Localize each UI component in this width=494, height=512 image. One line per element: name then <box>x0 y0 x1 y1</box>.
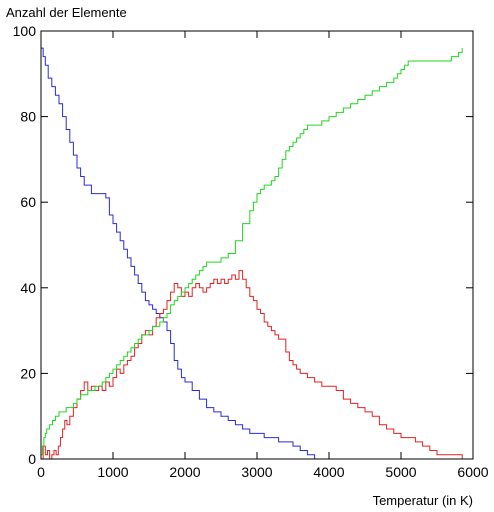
x-tick-label: 2000 <box>169 464 200 480</box>
x-axis-title: Temperatur (in K) <box>373 493 473 508</box>
plot-frame <box>40 30 474 460</box>
x-tick-label: 0 <box>37 464 45 480</box>
x-tick-label: 1000 <box>97 464 128 480</box>
x-tick-label: 4000 <box>313 464 344 480</box>
y-tick-label: 20 <box>20 365 36 381</box>
y-tick-label: 40 <box>20 280 36 296</box>
y-tick-label: 100 <box>13 23 37 39</box>
y-tick-label: 60 <box>20 194 36 210</box>
series-blue-line <box>41 47 466 460</box>
x-tick-label: 3000 <box>241 464 272 480</box>
y-tick-label: 80 <box>20 109 36 125</box>
x-tick-label: 5000 <box>385 464 416 480</box>
series-green-line <box>41 48 463 456</box>
y-axis-title: Anzahl der Elemente <box>6 5 127 20</box>
y-tick-label: 0 <box>28 451 36 467</box>
series-layer <box>41 47 466 460</box>
x-tick-label: 6000 <box>457 464 488 480</box>
tick-layer: 0 1000 2000 3000 4000 5000 6000 0 20 40 60 80 100 <box>13 23 489 480</box>
series-red-line <box>41 270 466 460</box>
